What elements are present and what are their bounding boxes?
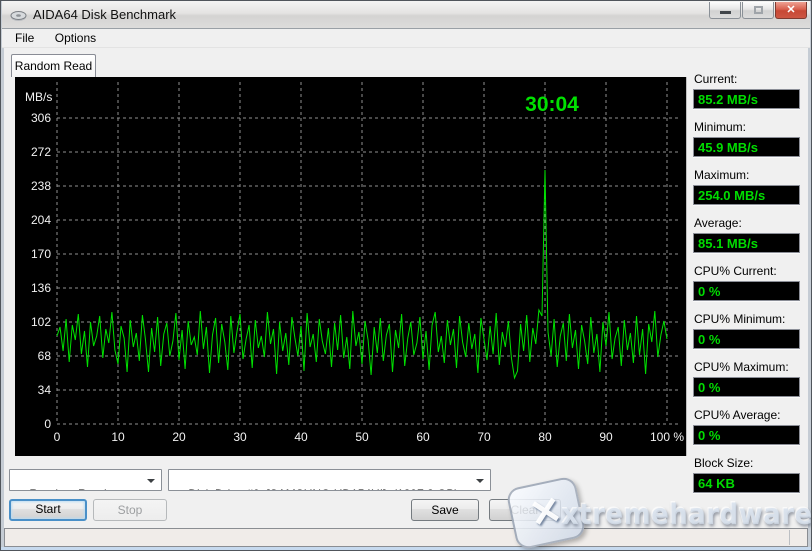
start-button[interactable]: Start	[9, 499, 87, 521]
stat-label: Maximum:	[694, 168, 750, 182]
stat-label: Average:	[694, 216, 742, 230]
maximize-button[interactable]	[742, 2, 774, 19]
x-tick-label: 90	[599, 430, 613, 444]
y-tick-label: 306	[31, 111, 51, 125]
y-tick-label: 204	[31, 213, 51, 227]
y-tick-label: 0	[44, 417, 51, 431]
x-tick-label: 40	[294, 430, 308, 444]
menu-file[interactable]: File	[15, 31, 35, 45]
stat-value: 85.1 MB/s	[693, 233, 800, 253]
x-tick-label: 0	[54, 430, 61, 444]
stat-block-size: Block Size: 64 KB	[693, 456, 800, 493]
disk-drive-value: Disk Drive #0 [SAMSUNG HD154UI] (1397.3 …	[188, 487, 458, 490]
status-bar	[4, 528, 808, 547]
stat-cpu-current: CPU% Current: 0 %	[693, 264, 800, 301]
stat-label: Current:	[694, 72, 738, 86]
stat-value: 0 %	[693, 329, 800, 349]
close-button[interactable]: ✕	[775, 2, 807, 19]
x-tick-label: 80	[538, 430, 552, 444]
stat-maximum: Maximum: 254.0 MB/s	[693, 168, 800, 205]
chart-svg: 0 34 68 102 136 170 204 238 272 306 0 10 20 30 40 50 60 7…	[25, 82, 684, 444]
disk-icon	[10, 11, 27, 21]
minimize-button[interactable]	[709, 2, 741, 19]
chart-series-line	[56, 169, 668, 380]
stat-value: 0 %	[693, 281, 800, 301]
y-tick-label: 102	[31, 315, 51, 329]
y-tick-label: 272	[31, 145, 51, 159]
stat-label: CPU% Average:	[694, 408, 781, 422]
chart-unit-label: MB/s	[25, 90, 52, 104]
stat-value: 85.2 MB/s	[693, 89, 800, 109]
y-tick-label: 68	[38, 349, 52, 363]
chevron-down-icon	[147, 479, 155, 483]
x-tick-label: 60	[416, 430, 430, 444]
y-tick-label: 170	[31, 247, 51, 261]
stat-label: CPU% Maximum:	[694, 360, 789, 374]
benchmark-chart: 0 34 68 102 136 170 204 238 272 306 0 10 20 30 40 50 60 7…	[15, 77, 687, 456]
x-tick-label: 10	[111, 430, 125, 444]
stat-value: 0 %	[693, 377, 800, 397]
menubar: File Options	[2, 29, 810, 48]
window-title: AIDA64 Disk Benchmark	[33, 7, 177, 22]
x-tick-label: 70	[477, 430, 491, 444]
stat-label: CPU% Current:	[694, 264, 777, 278]
watermark-text: xtremehardware.it	[562, 498, 812, 532]
status-separator	[789, 530, 790, 545]
stat-value: 254.0 MB/s	[693, 185, 800, 205]
titlebar[interactable]: AIDA64 Disk Benchmark ✕	[2, 1, 810, 29]
y-tick-label: 136	[31, 281, 51, 295]
x-tick-label: 100 %	[650, 430, 684, 444]
chevron-down-icon	[476, 479, 484, 483]
stat-cpu-maximum: CPU% Maximum: 0 %	[693, 360, 800, 397]
stat-label: Minimum:	[694, 120, 747, 134]
stop-button[interactable]: Stop	[93, 499, 167, 521]
minimize-icon	[720, 11, 731, 14]
y-tick-label: 34	[38, 383, 52, 397]
save-button[interactable]: Save	[411, 499, 479, 521]
maximize-icon	[754, 6, 763, 14]
stat-label: CPU% Minimum:	[694, 312, 786, 326]
stat-value: 64 KB	[693, 473, 800, 493]
x-tick-label: 50	[355, 430, 369, 444]
stat-value: 45.9 MB/s	[693, 137, 800, 157]
stats-sidebar: Current: 85.2 MB/s Minimum: 45.9 MB/s Ma…	[693, 72, 800, 504]
benchmark-type-select[interactable]: Random Read	[9, 469, 162, 491]
stat-cpu-minimum: CPU% Minimum: 0 %	[693, 312, 800, 349]
disk-drive-select[interactable]: Disk Drive #0 [SAMSUNG HD154UI] (1397.3 …	[168, 469, 491, 491]
stat-current: Current: 85.2 MB/s	[693, 72, 800, 109]
tab-random-read[interactable]: Random Read	[11, 54, 96, 77]
stat-cpu-average: CPU% Average: 0 %	[693, 408, 800, 445]
x-tick-label: 30	[233, 430, 247, 444]
benchmark-type-value: Random Read	[29, 487, 106, 490]
stat-average: Average: 85.1 MB/s	[693, 216, 800, 253]
stat-value: 0 %	[693, 425, 800, 445]
stat-label: Block Size:	[694, 456, 754, 470]
x-tick-label: 20	[172, 430, 186, 444]
chart-timer: 30:04	[525, 93, 579, 116]
menu-options[interactable]: Options	[54, 31, 97, 45]
y-tick-label: 238	[31, 179, 51, 193]
stat-minimum: Minimum: 45.9 MB/s	[693, 120, 800, 157]
